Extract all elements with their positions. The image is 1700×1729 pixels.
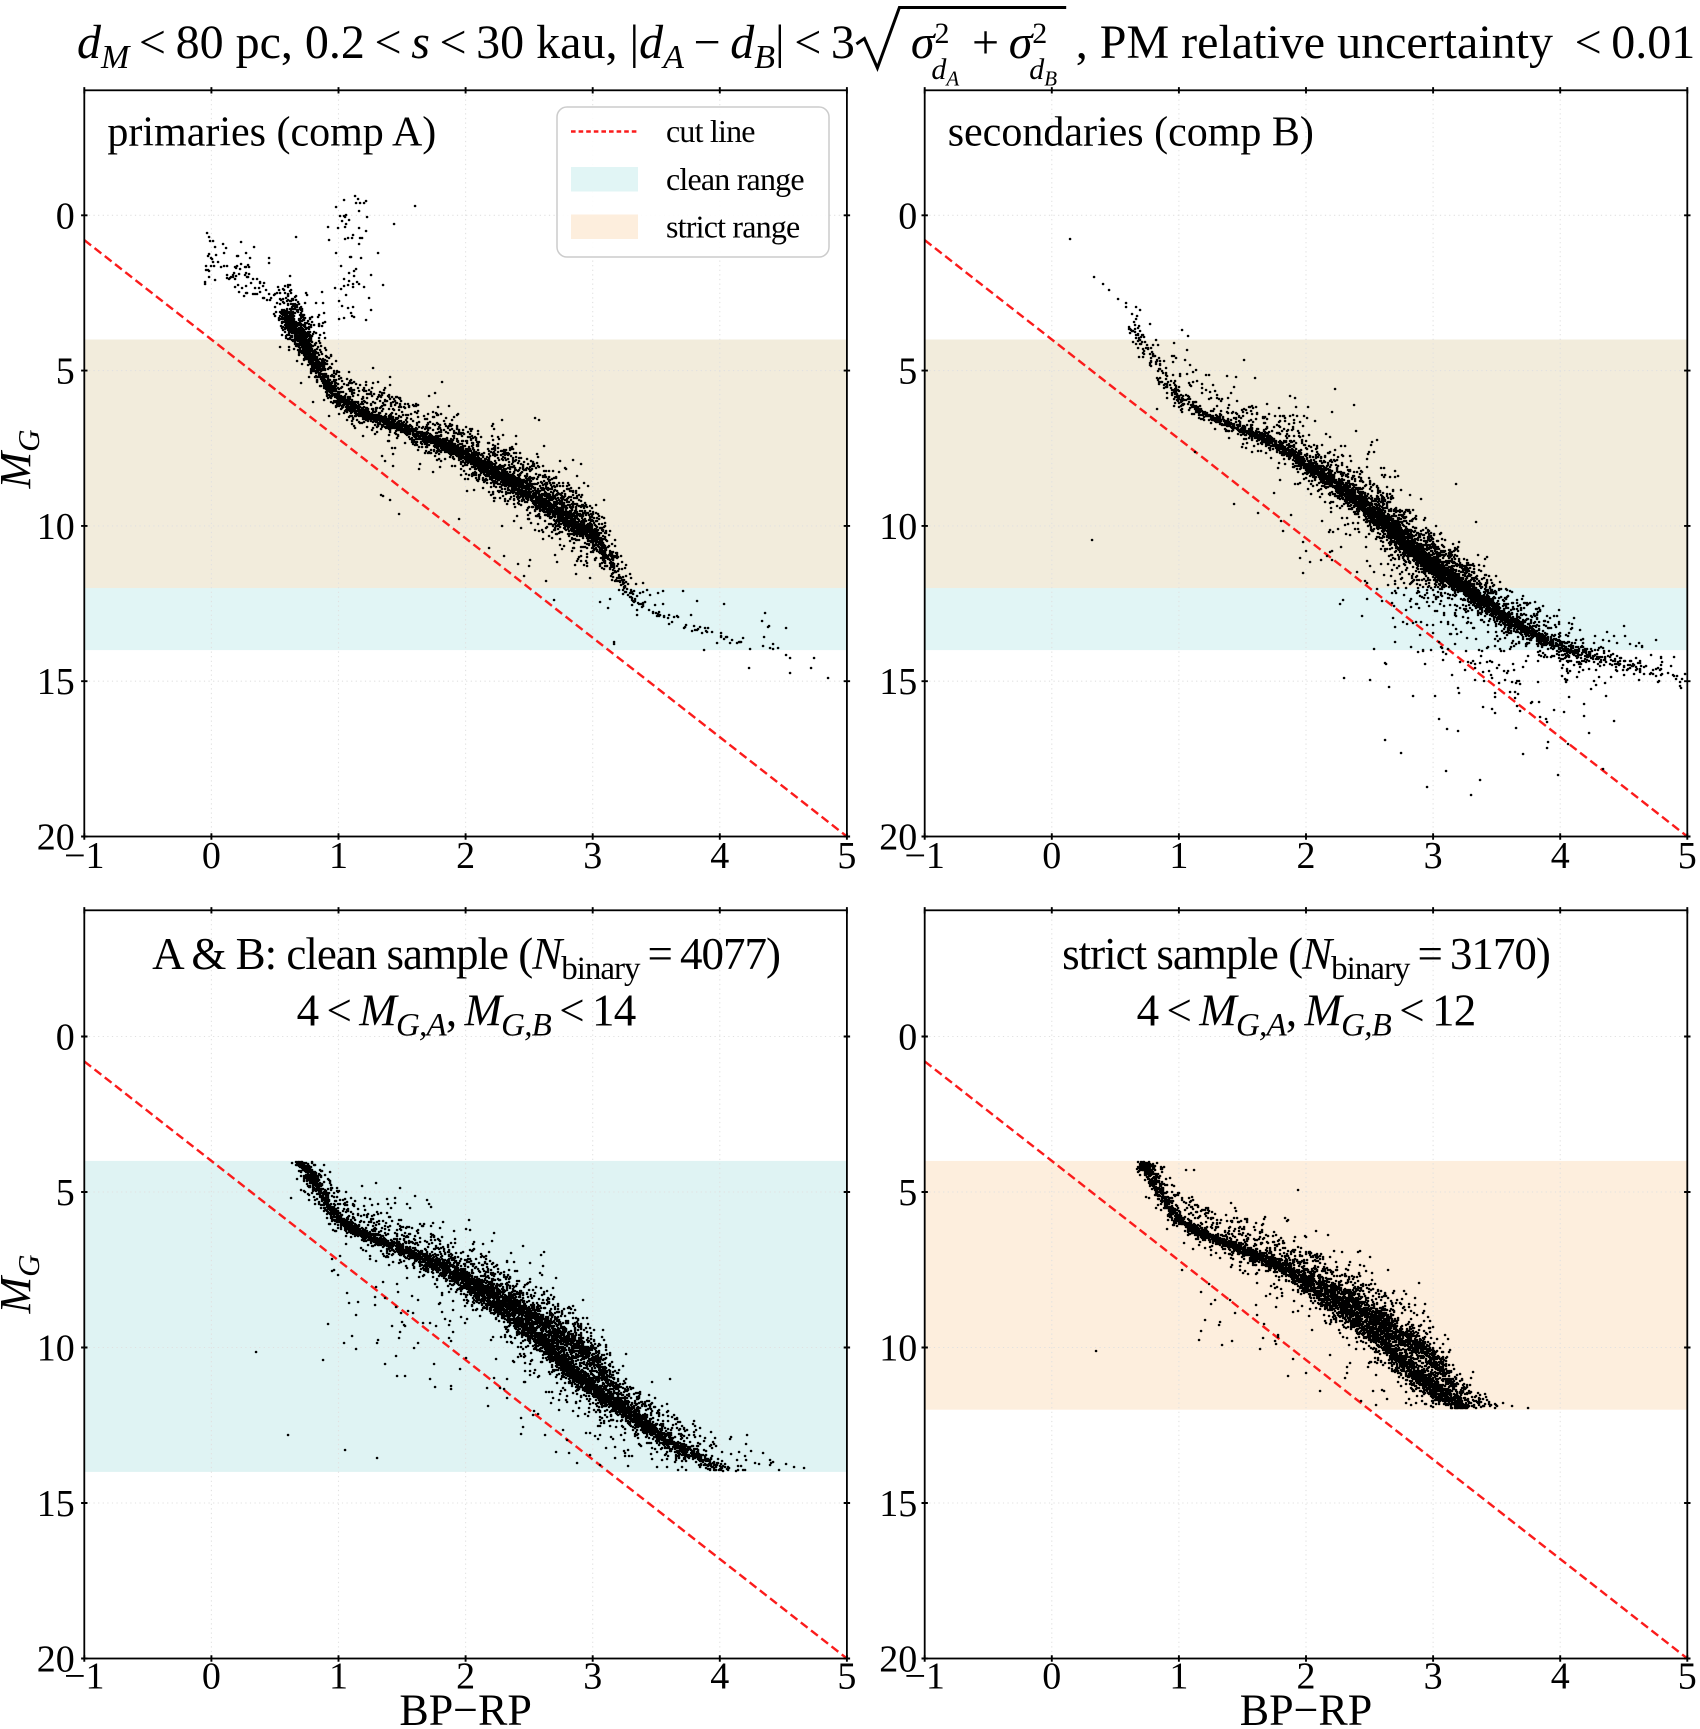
svg-text:2: 2 — [1297, 835, 1316, 877]
svg-text:4 < MG,A, MG,B < 12: 4 < MG,A, MG,B < 12 — [1137, 986, 1476, 1044]
svg-text:5: 5 — [898, 1172, 917, 1214]
svg-text:| < 3: | < 3 — [775, 16, 855, 69]
svg-text:20: 20 — [37, 817, 75, 859]
svg-text:−1: −1 — [64, 835, 104, 877]
svg-text:2: 2 — [456, 1656, 475, 1698]
svg-text:strict range: strict range — [666, 209, 800, 245]
svg-text:BP−RP: BP−RP — [1240, 1686, 1372, 1729]
svg-text:5: 5 — [56, 1172, 75, 1214]
svg-text:clean range: clean range — [666, 161, 804, 197]
svg-text:d: d — [730, 16, 755, 69]
svg-text:s: s — [411, 16, 430, 69]
svg-text:0: 0 — [202, 835, 221, 877]
svg-text:M: M — [100, 39, 131, 76]
svg-text:3: 3 — [583, 835, 602, 877]
svg-text:1: 1 — [329, 1656, 348, 1698]
svg-text:+: + — [962, 16, 1008, 69]
svg-text:5: 5 — [56, 351, 75, 393]
svg-text:1: 1 — [329, 835, 348, 877]
svg-text:0: 0 — [56, 1017, 75, 1059]
svg-text:, PM relative uncertainty < 0: , PM relative uncertainty < 0.01 — [1066, 16, 1695, 69]
svg-text:10: 10 — [37, 506, 75, 548]
svg-text:σ: σ — [911, 16, 937, 69]
svg-text:1: 1 — [1169, 835, 1188, 877]
svg-text:−1: −1 — [904, 1656, 944, 1698]
svg-text:4: 4 — [710, 835, 729, 877]
svg-text:cut line: cut line — [666, 113, 755, 149]
svg-text:0: 0 — [1042, 835, 1061, 877]
svg-text:0: 0 — [898, 195, 917, 237]
svg-text:1: 1 — [1169, 1656, 1188, 1698]
svg-text:σ: σ — [1009, 16, 1035, 69]
svg-text:A: A — [944, 67, 959, 91]
svg-text:0: 0 — [898, 1017, 917, 1059]
svg-text:3: 3 — [583, 1656, 602, 1698]
svg-text:BP−RP: BP−RP — [399, 1686, 531, 1729]
svg-text:< 80 pc, 0.2 <: < 80 pc, 0.2 < — [129, 16, 411, 69]
svg-text:strict sample (Nbinary = 3170): strict sample (Nbinary = 3170) — [1062, 929, 1550, 987]
svg-text:primaries (comp A): primaries (comp A) — [107, 110, 436, 156]
svg-text:5: 5 — [837, 835, 856, 877]
svg-text:4 < MG,A, MG,B < 14: 4 < MG,A, MG,B < 14 — [297, 986, 636, 1044]
svg-text:15: 15 — [37, 661, 75, 703]
svg-text:B: B — [754, 39, 775, 76]
svg-text:d: d — [77, 16, 102, 69]
svg-text:0: 0 — [56, 195, 75, 237]
svg-text:20: 20 — [879, 1639, 917, 1681]
svg-text:3: 3 — [1424, 835, 1443, 877]
svg-text:secondaries (comp B): secondaries (comp B) — [948, 110, 1314, 156]
svg-text:0: 0 — [202, 1656, 221, 1698]
svg-text:−1: −1 — [64, 1656, 104, 1698]
svg-text:5: 5 — [837, 1656, 856, 1698]
svg-text:4: 4 — [1551, 835, 1570, 877]
svg-text:−: − — [684, 16, 730, 69]
svg-text:< 30 kau, |: < 30 kau, | — [430, 16, 639, 69]
svg-text:d: d — [639, 16, 664, 69]
svg-text:15: 15 — [879, 1483, 917, 1525]
svg-text:20: 20 — [37, 1639, 75, 1681]
svg-text:15: 15 — [37, 1483, 75, 1525]
svg-text:d: d — [931, 53, 947, 86]
svg-text:5: 5 — [1678, 835, 1697, 877]
svg-text:3: 3 — [1424, 1656, 1443, 1698]
svg-text:20: 20 — [879, 817, 917, 859]
svg-text:2: 2 — [1297, 1656, 1316, 1698]
svg-text:2: 2 — [935, 17, 950, 50]
svg-text:10: 10 — [37, 1328, 75, 1370]
svg-text:10: 10 — [879, 1328, 917, 1370]
svg-text:5: 5 — [1678, 1656, 1697, 1698]
svg-text:5: 5 — [898, 351, 917, 393]
svg-text:15: 15 — [879, 661, 917, 703]
svg-text:2: 2 — [456, 835, 475, 877]
svg-text:d: d — [1029, 53, 1045, 86]
svg-text:B: B — [1044, 67, 1057, 91]
svg-text:10: 10 — [879, 506, 917, 548]
svg-text:A: A — [661, 39, 684, 76]
svg-text:0: 0 — [1042, 1656, 1061, 1698]
svg-text:4: 4 — [710, 1656, 729, 1698]
svg-text:2: 2 — [1032, 17, 1047, 50]
svg-text:4: 4 — [1551, 1656, 1570, 1698]
svg-text:A & B: clean sample (Nbinary =: A & B: clean sample (Nbinary = 4077) — [152, 929, 780, 987]
svg-text:−1: −1 — [904, 835, 944, 877]
